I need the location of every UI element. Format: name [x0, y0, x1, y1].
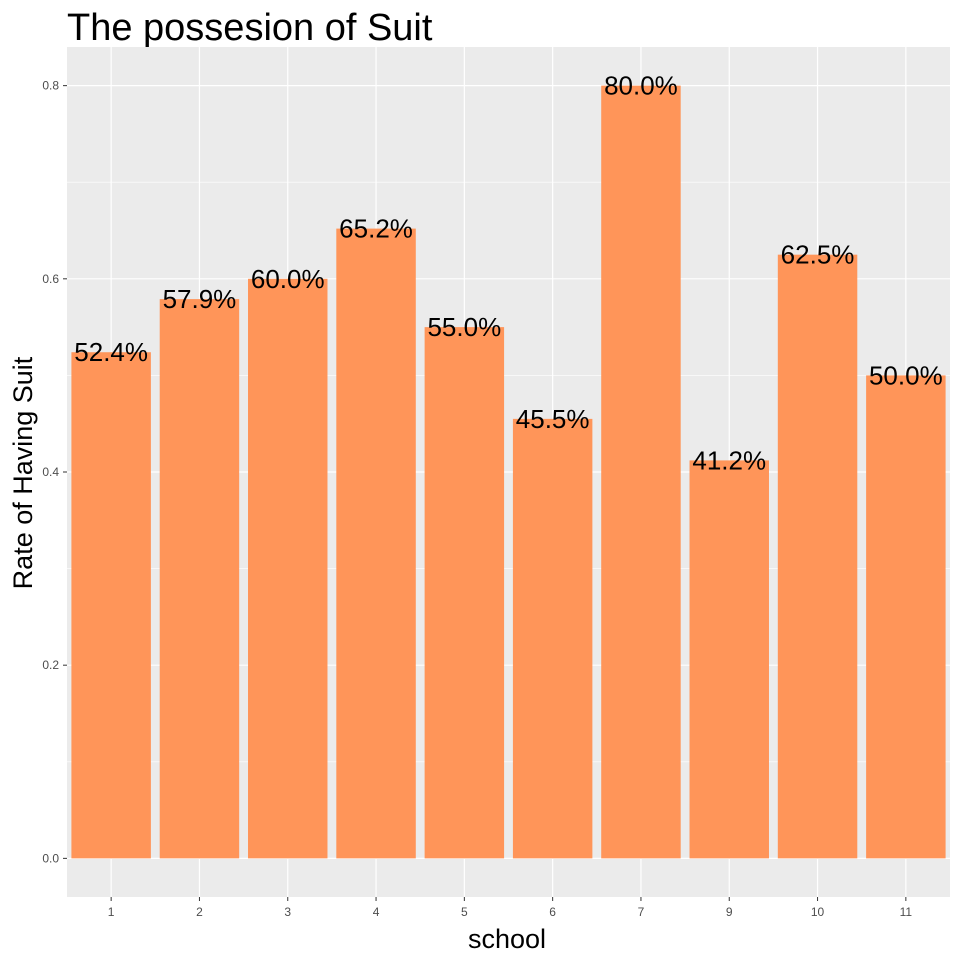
x-axis-title: school — [468, 924, 546, 954]
x-tick-label: 3 — [284, 905, 291, 919]
data-labels: 52.4% 57.9% 60.0% 65.2% 55.0% 45.5% 80.0% 41.2%… — [74, 71, 942, 476]
y-tick-label: 0.6 — [42, 272, 59, 286]
x-tick-label: 10 — [811, 905, 825, 919]
y-tick-label: 0.8 — [42, 79, 59, 93]
x-tick-label: 9 — [726, 905, 733, 919]
bar-school-3 — [248, 278, 328, 859]
y-axis-title: Rate of Having Suit — [8, 356, 38, 589]
y-axis: 0.0 0.2 0.4 0.6 0.8 — [42, 79, 67, 865]
data-label: 41.2% — [692, 445, 766, 475]
bar-school-11 — [866, 375, 946, 859]
bar-school-1 — [71, 352, 151, 859]
x-tick-label: 1 — [108, 905, 115, 919]
x-tick-label: 6 — [549, 905, 556, 919]
data-label: 62.5% — [781, 240, 855, 270]
bar-school-9 — [689, 460, 769, 859]
data-label: 60.0% — [251, 264, 325, 294]
x-tick-label: 7 — [638, 905, 645, 919]
data-label: 52.4% — [74, 337, 148, 367]
y-tick-label: 0.0 — [42, 851, 59, 865]
y-tick-label: 0.2 — [42, 658, 59, 672]
data-label: 50.0% — [869, 360, 943, 390]
data-label: 55.0% — [427, 312, 501, 342]
x-tick-label: 11 — [900, 905, 913, 919]
data-label: 80.0% — [604, 71, 678, 101]
x-axis: 1 2 3 4 5 6 7 9 10 11 — [108, 897, 913, 919]
bar-school-4 — [336, 228, 416, 859]
x-tick-label: 5 — [461, 905, 468, 919]
data-label: 65.2% — [339, 214, 413, 244]
data-label: 57.9% — [163, 284, 237, 314]
bar-school-5 — [424, 327, 505, 859]
bars — [71, 85, 946, 859]
bar-school-7 — [601, 85, 681, 859]
chart-title: The possesion of Suit — [67, 7, 433, 49]
y-tick-label: 0.4 — [42, 465, 59, 479]
bar-school-2 — [159, 299, 240, 859]
data-label: 45.5% — [516, 404, 590, 434]
x-tick-label: 2 — [196, 905, 203, 919]
bar-school-10 — [777, 254, 858, 859]
bar-school-6 — [512, 418, 593, 859]
x-tick-label: 4 — [373, 905, 380, 919]
